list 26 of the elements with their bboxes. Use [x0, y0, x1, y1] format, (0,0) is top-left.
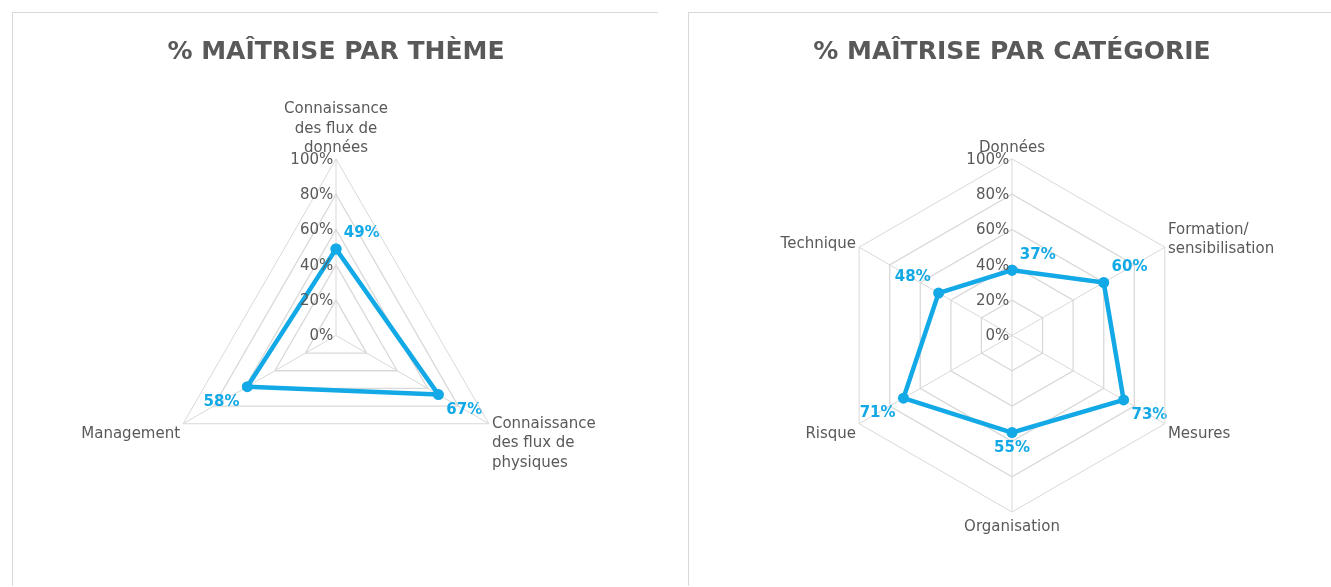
data-label: 67%	[446, 399, 483, 418]
data-label: 71%	[859, 403, 896, 422]
data-label: 73%	[1131, 405, 1168, 424]
data-label: 37%	[1019, 244, 1056, 263]
spoke-label: Risque	[805, 423, 857, 442]
spoke-label: Management	[81, 423, 181, 442]
spoke-label: Organisation	[964, 516, 1060, 535]
spoke-label: Technique	[779, 234, 857, 253]
data-label: 49%	[343, 223, 380, 242]
data-label: 60%	[1111, 256, 1148, 275]
y-tick-label: 0%	[309, 326, 334, 345]
spoke-label: Mesures	[1167, 423, 1231, 442]
y-tick-label: 80%	[299, 185, 334, 204]
data-label: 48%	[894, 267, 931, 286]
y-tick-label: 60%	[975, 220, 1010, 239]
y-tick-label: 80%	[975, 185, 1010, 204]
data-label: 58%	[203, 391, 240, 410]
y-tick-label: 40%	[975, 255, 1010, 274]
spoke-label: Formation/ sensibilisation	[1167, 219, 1275, 258]
data-label: 55%	[994, 437, 1030, 456]
y-tick-label: 0%	[985, 326, 1010, 345]
spoke-label: Connaissance des flux de physiques	[491, 413, 596, 471]
chart-title: % MAÎTRISE PAR CATÉGORIE	[813, 36, 1211, 66]
y-tick-label: 60%	[299, 220, 334, 239]
chart-title: % MAÎTRISE PAR THÈME	[167, 36, 505, 66]
y-tick-label: 20%	[975, 291, 1010, 310]
